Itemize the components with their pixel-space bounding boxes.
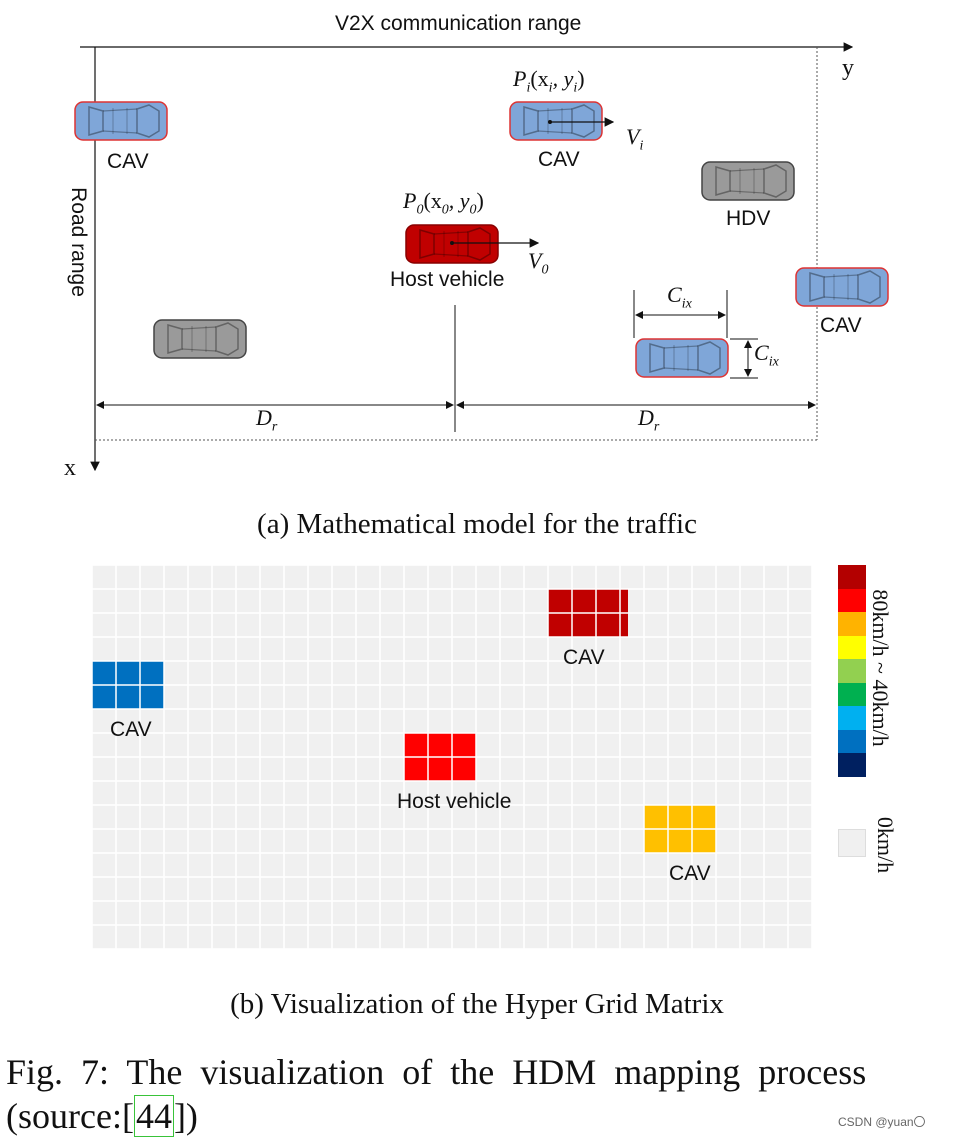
host-vehicle-label: Host vehicle [390,268,505,291]
cix-height-label: Cix [754,340,779,370]
legend-speed-range-label: 80km/h ~ 40km/h [868,589,893,747]
grid-cav-label: CAV [563,646,605,669]
legend-color-swatch [838,706,866,730]
cav-car-icon [74,101,168,141]
cav-label: CAV [538,148,580,171]
cav-car-icon [509,101,603,141]
dr-left-label: Dr [256,405,278,435]
legend-color-swatch [838,635,866,659]
dr-right-label: Dr [638,405,660,435]
y-axis-label: y [842,55,854,81]
hdv-car-icon [701,161,795,201]
grid-cav-label: CAV [110,718,152,741]
cav-car-icon [795,267,889,307]
p0-position-label: P0(x0, y0) [403,188,484,218]
legend-zero-swatch [838,829,866,857]
figure-caption-line2: (source:[44]) [6,1095,198,1137]
legend-color-swatch [838,729,866,753]
legend-color-swatch [838,612,866,636]
legend-color-swatch [838,588,866,612]
cav-car-icon [635,338,729,378]
hdv-car-icon [153,319,247,359]
legend-color-swatch [838,565,866,589]
cav-label: CAV [820,314,862,337]
legend-color-swatch [838,753,866,777]
vi-label: Vi [626,124,644,154]
speed-color-legend [838,565,866,777]
watermark: CSDN @yuan〇 [838,1115,926,1129]
pi-position-label: Pi(xi, yi) [513,66,585,96]
panel-a-caption: (a) Mathematical model for the traffic [257,508,697,540]
citation-link[interactable]: 44 [133,1095,174,1137]
cix-width-label: Cix [667,282,692,312]
legend-color-swatch [838,659,866,683]
hyper-grid-matrix [91,564,813,950]
panel-b-caption: (b) Visualization of the Hyper Grid Matr… [230,988,724,1020]
legend-color-swatch [838,682,866,706]
hdv-label: HDV [726,207,771,230]
grid-host-vehicle-label: Host vehicle [397,790,512,813]
figure-caption: Fig. 7: The visualization of the HDM map… [6,1050,954,1138]
v0-label: V0 [528,248,549,278]
road-range-label: Road range [67,187,90,297]
legend-zero-label: 0km/h [873,816,898,874]
v2x-range-title: V2X communication range [335,12,582,35]
grid-cav-label: CAV [669,862,711,885]
figure-caption-line1: Fig. 7: The visualization of the HDM map… [6,1052,867,1092]
cav-label: CAV [107,150,149,173]
x-axis-label: x [64,455,76,481]
